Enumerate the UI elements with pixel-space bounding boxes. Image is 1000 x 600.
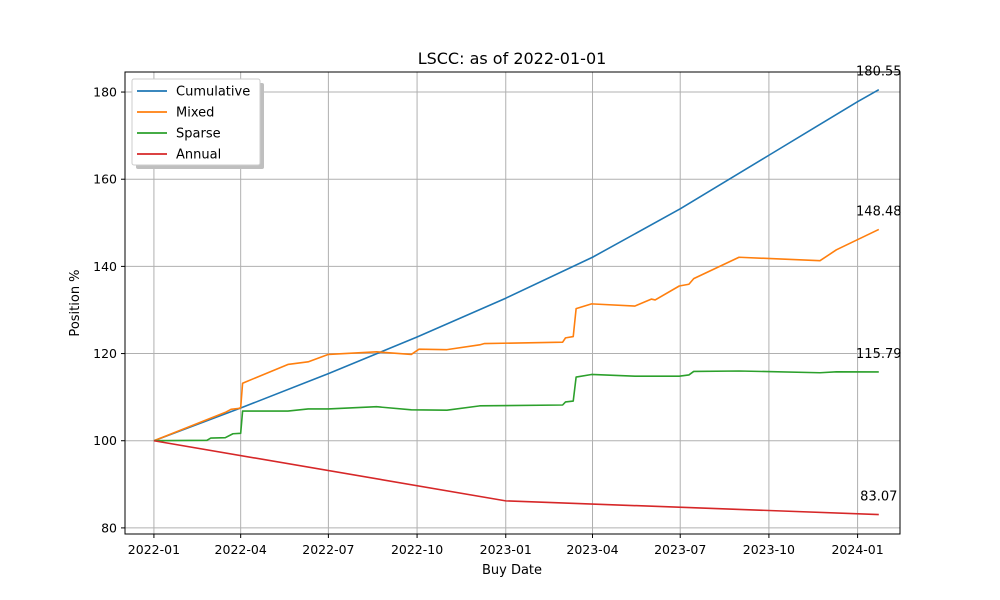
legend-label-annual: Annual	[176, 148, 221, 163]
x-tick-label: 2022-07	[302, 542, 354, 557]
legend-items: Cumulative Mixed Sparse Annual	[137, 85, 250, 163]
legend-label-mixed: Mixed	[176, 106, 214, 121]
end-value-labels: 180.55 148.48 115.79 83.07	[856, 65, 902, 505]
y-tick-label: 100	[93, 433, 117, 448]
plot-frame	[124, 71, 901, 535]
grid-lines	[125, 72, 900, 534]
legend: Cumulative Mixed Sparse Annual	[131, 78, 264, 169]
legend-box	[131, 78, 261, 166]
end-label-cumulative: 180.55	[856, 65, 902, 80]
x-tick-label: 2023-10	[743, 542, 795, 557]
x-tick-label: 2022-04	[215, 542, 267, 557]
legend-label-sparse: Sparse	[176, 127, 221, 142]
end-label-mixed: 148.48	[856, 204, 902, 219]
y-tick-label: 140	[93, 259, 117, 274]
series-line-cumulative	[153, 88, 880, 442]
x-tick-label: 2023-07	[654, 542, 706, 557]
series-line-sparse	[153, 370, 879, 442]
series-line-annual	[153, 439, 879, 516]
y-axis-ticks: 80 100 120 140 160 180	[93, 85, 125, 535]
x-tick-label: 2023-04	[566, 542, 618, 557]
x-tick-label: 2024-01	[831, 542, 883, 557]
series-lines	[153, 88, 880, 516]
end-label-annual: 83.07	[860, 490, 897, 505]
y-axis-label: Position %	[68, 269, 83, 336]
x-tick-label: 2022-10	[391, 542, 443, 557]
chart-title: LSCC: as of 2022-01-01	[418, 49, 607, 68]
end-label-sparse: 115.79	[856, 347, 902, 362]
legend-label-cumulative: Cumulative	[176, 85, 250, 100]
x-axis-label: Buy Date	[482, 563, 542, 578]
y-tick-label: 160	[93, 172, 117, 187]
x-tick-label: 2023-01	[480, 542, 532, 557]
y-tick-label: 80	[101, 520, 117, 535]
x-axis-ticks: 2022-01 2022-04 2022-07 2022-10 2023-01 2023-…	[128, 534, 884, 557]
y-tick-label: 120	[93, 346, 117, 361]
series-line-mixed	[153, 228, 880, 442]
x-tick-label: 2022-01	[128, 542, 180, 557]
y-tick-label: 180	[93, 85, 117, 100]
